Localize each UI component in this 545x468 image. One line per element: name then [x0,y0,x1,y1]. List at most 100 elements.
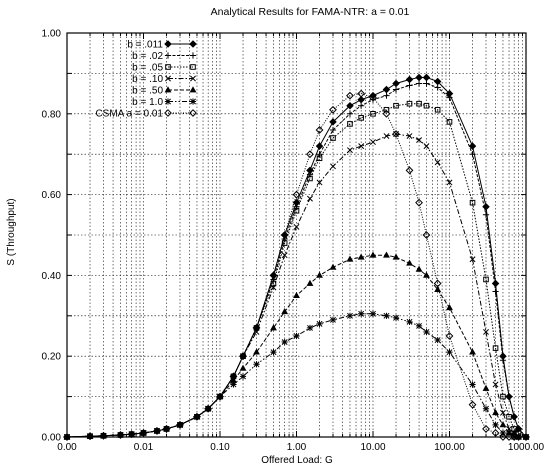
data-point [293,332,300,340]
data-point [253,348,260,355]
data-point [446,179,453,186]
data-point [165,75,171,82]
data-point [506,414,512,420]
data-point [293,223,300,230]
legend-label: b = .50 [132,86,163,97]
data-point [416,137,423,144]
data-point [423,143,430,150]
data-point [346,101,354,110]
data-point [482,211,490,218]
data-point [511,413,518,420]
data-point [293,207,300,214]
legend-label: b = .10 [132,74,163,85]
data-point [492,288,499,295]
data-point [230,381,237,388]
data-point [499,433,507,441]
data-point [500,409,506,416]
y-tick-label: 0.20 [42,352,62,363]
data-point [468,142,477,150]
legend-item: b = .011 [127,40,197,51]
data-point [307,175,313,182]
data-point [469,151,476,158]
data-point [492,381,499,388]
y-axis-title: S (Throughput) [6,198,17,265]
data-point [190,64,196,70]
data-point [446,304,453,311]
data-point [415,322,423,329]
data-point [405,75,414,84]
data-point [316,320,323,327]
data-point [369,310,377,317]
data-point [176,421,184,428]
data-point [482,425,490,433]
data-point [423,328,430,336]
data-point [86,432,94,441]
data-point [63,433,71,441]
data-point [162,425,171,433]
legend-label: b = .011 [127,40,163,51]
data-point [422,231,431,239]
data-point [165,64,171,70]
data-point [393,102,399,109]
x-tick-label: 1.00 [287,442,307,453]
legend-item: b = .10 [132,74,196,85]
data-point [499,429,507,437]
data-point [392,86,400,93]
data-point [370,139,376,146]
data-point [445,332,454,340]
y-tick-label: 0.80 [42,109,62,120]
data-point [406,100,413,107]
data-point [469,381,476,388]
data-point [434,106,441,113]
legend-item: b = .50 [132,86,197,97]
data-point [281,308,289,315]
data-point [500,393,506,400]
data-point [392,253,400,260]
data-point [358,115,364,121]
data-point [492,421,499,428]
data-point [382,109,391,118]
data-point [239,373,247,380]
data-point [505,393,513,400]
data-point [330,163,336,170]
data-point [189,86,197,93]
x-axis-title: Offered Load: G [261,455,333,466]
data-point [193,412,201,421]
data-point [252,324,261,332]
data-point [446,94,453,101]
chart-title: Analytical Results for FAMA-NTR: a = 0.0… [211,6,410,18]
data-point [491,279,500,288]
data-point [189,109,197,117]
data-point [357,253,365,260]
data-point [469,199,476,206]
x-tick-label: 100.00 [434,442,465,453]
data-point [190,75,196,82]
data-point [369,93,377,102]
data-point [189,40,197,48]
data-point [216,393,224,400]
data-point [492,345,499,351]
data-point [116,431,125,439]
series-2 [63,80,530,441]
data-point [240,353,246,359]
data-point [406,259,413,266]
data-point [482,405,490,412]
data-point [370,111,376,117]
data-point [347,147,353,154]
data-point [422,73,431,82]
data-point [499,357,507,364]
y-tick-label: 0.00 [42,433,62,444]
data-point [99,431,108,440]
data-point [164,98,172,105]
data-point [204,404,213,413]
data-point [205,405,212,412]
data-point [423,102,430,109]
data-point [434,84,441,91]
data-point [270,324,277,331]
data-point [329,126,337,134]
data-point [306,324,314,332]
data-point [189,98,197,105]
data-point [415,73,423,82]
data-point [415,198,423,207]
